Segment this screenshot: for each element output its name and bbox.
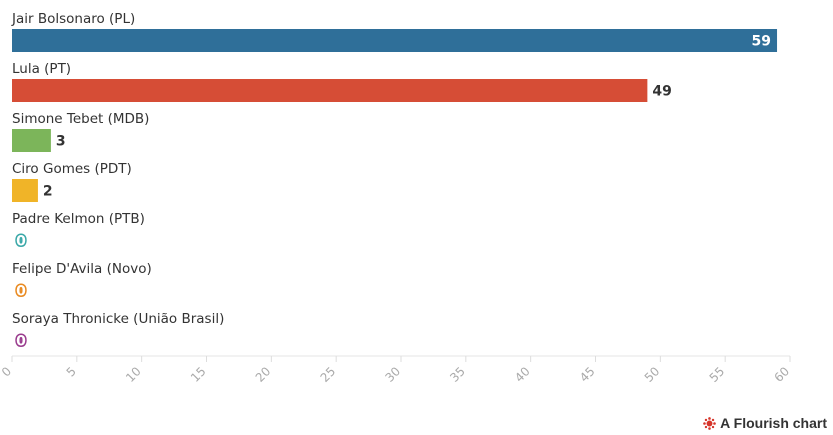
x-tick-label: 15 [188, 364, 209, 385]
bar[interactable] [12, 129, 51, 152]
category-label: Simone Tebet (MDB) [12, 111, 149, 127]
value-label: 59 [752, 34, 771, 50]
x-tick-label: 10 [123, 364, 144, 385]
x-tick-label: 55 [707, 364, 728, 385]
x-tick-label: 50 [642, 364, 663, 385]
value-label: 49 [652, 84, 671, 100]
x-tick-label: 60 [771, 364, 792, 385]
flourish-logo-icon [703, 416, 716, 430]
category-label: Padre Kelmon (PTB) [12, 211, 145, 227]
flourish-credit-text: A Flourish chart [720, 415, 827, 431]
x-tick-label: 30 [382, 364, 403, 385]
value-label: 0 [16, 284, 26, 300]
bar[interactable] [12, 79, 648, 102]
flourish-credit[interactable]: A Flourish chart [703, 415, 827, 431]
x-tick-label: 40 [512, 364, 533, 385]
x-tick-label: 0 [0, 364, 14, 379]
x-tick-label: 45 [577, 364, 598, 385]
category-label: Lula (PT) [12, 61, 71, 77]
bar[interactable] [12, 179, 38, 202]
category-label: Soraya Thronicke (União Brasil) [12, 311, 224, 327]
bars-layer: Jair Bolsonaro (PL) 59 Lula (PT) 49 Simone T… [11, 11, 778, 351]
x-tick-label: 35 [447, 364, 468, 385]
x-tick-label: 20 [253, 364, 274, 385]
category-label: Jair Bolsonaro (PL) [11, 11, 135, 27]
value-label: 3 [56, 134, 66, 150]
category-label: Felipe D'Avila (Novo) [12, 261, 152, 277]
value-label: 0 [16, 234, 26, 250]
value-label: 0 [16, 334, 26, 350]
bar-chart: Jair Bolsonaro (PL) 59 Lula (PT) 49 Simone T… [0, 11, 792, 385]
x-tick-label: 5 [64, 364, 79, 379]
category-label: Ciro Gomes (PDT) [12, 161, 132, 177]
bar[interactable] [12, 29, 778, 52]
value-label: 2 [43, 184, 53, 200]
x-tick-label: 25 [318, 364, 339, 385]
x-axis-ticks: 0 5 10 15 20 25 30 35 40 45 50 55 60 [0, 356, 792, 385]
